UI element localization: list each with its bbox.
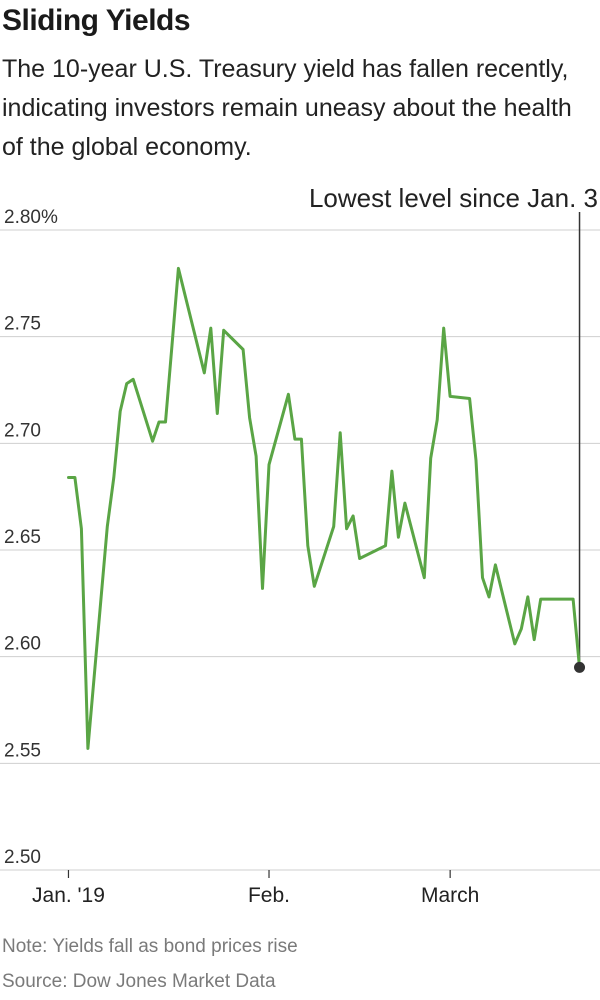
x-tick-label: March: [421, 884, 479, 907]
chart-title: Sliding Yields: [2, 4, 191, 37]
yield-series-line: [67, 266, 581, 750]
lowest-level-marker: [574, 661, 586, 673]
line-chart: 2.50 2.55 2.60 2.65 2.70 2.75 2.80% Jan. '19 Feb…: [0, 183, 600, 907]
y-tick-label: 2.55: [4, 740, 41, 761]
chart-source: Source: Dow Jones Market Data: [2, 971, 276, 992]
y-tick-label: 2.65: [4, 527, 41, 548]
y-tick-label: 2.80%: [4, 207, 58, 228]
y-tick-label: 2.60: [4, 634, 41, 655]
y-tick-label: 2.50: [4, 847, 41, 868]
chart-subtitle: The 10-year U.S. Treasury yield has fall…: [2, 55, 572, 161]
annotation-label: Lowest level since Jan. 3: [309, 183, 598, 213]
y-tick-label: 2.75: [4, 314, 41, 335]
x-tick-label: Feb.: [248, 884, 290, 907]
y-tick-label: 2.70: [4, 420, 41, 441]
x-tick-label: Jan. '19: [32, 884, 105, 907]
chart-note: Note: Yields fall as bond prices rise: [2, 936, 298, 957]
